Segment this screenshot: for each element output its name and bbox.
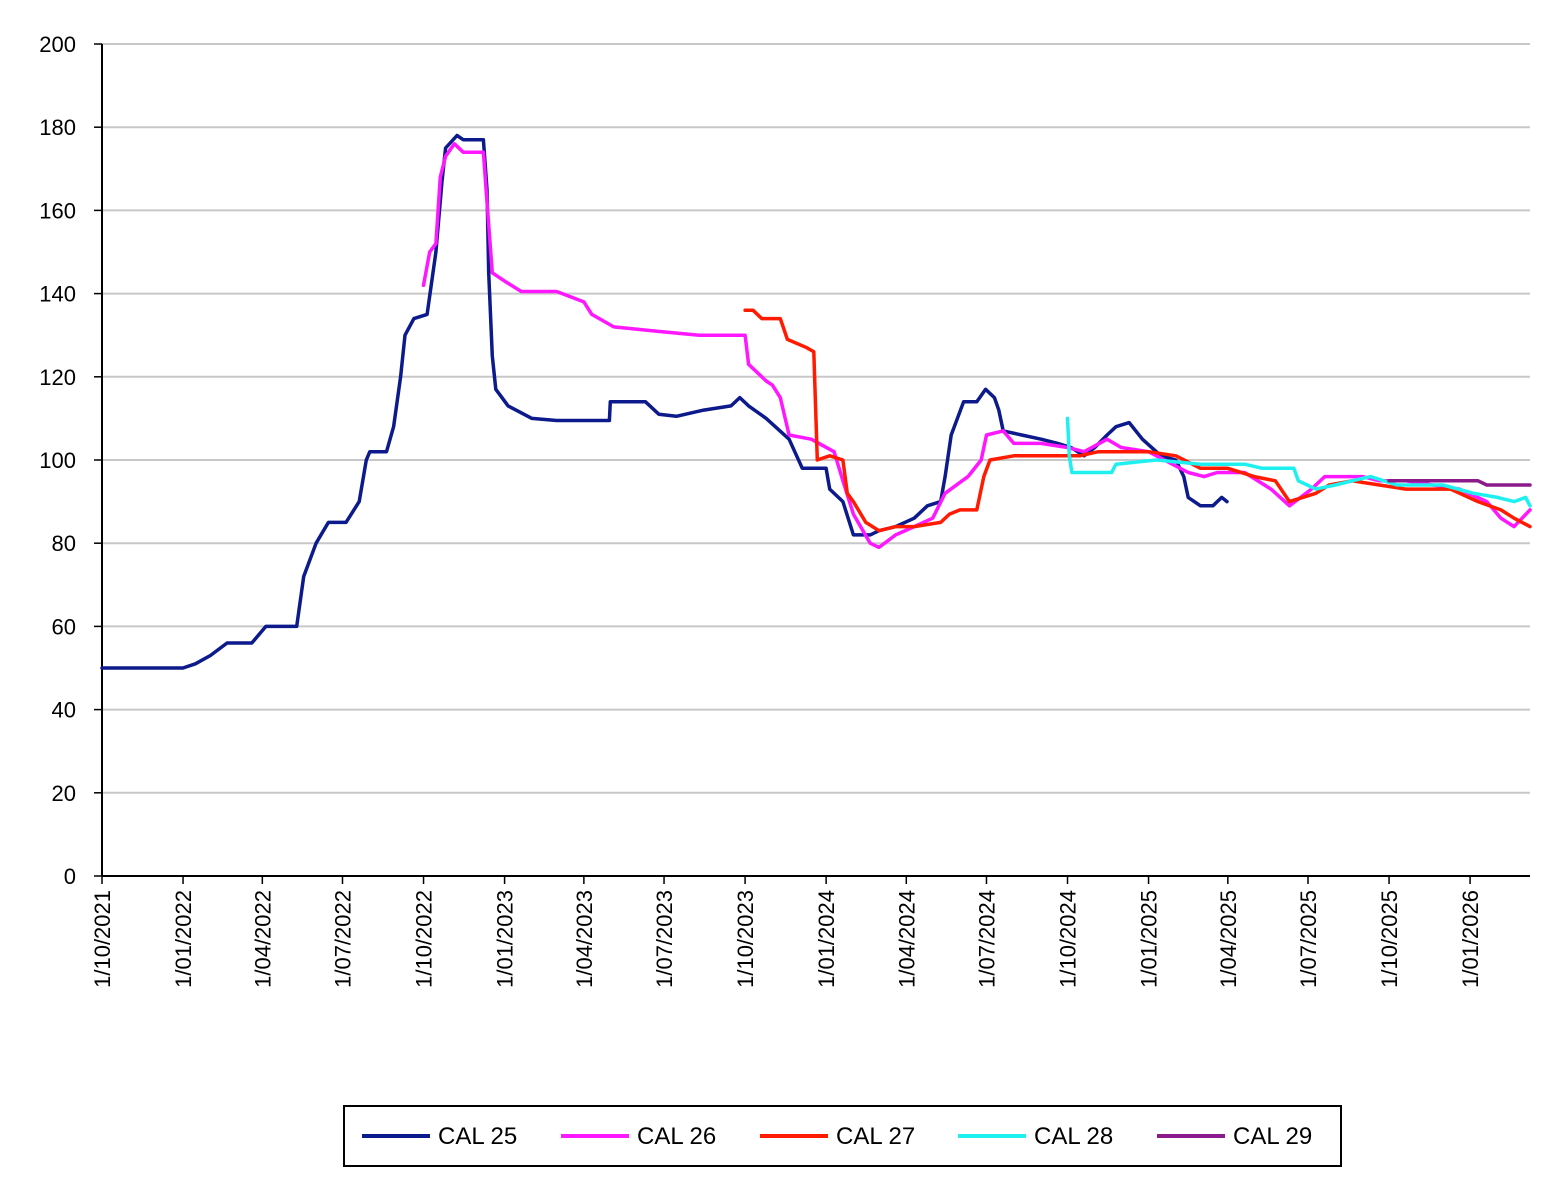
x-tick-label: 1/04/2025	[1216, 890, 1241, 988]
x-tick-label: 1/04/2023	[572, 890, 597, 988]
x-tick-label: 1/10/2024	[1056, 890, 1081, 988]
x-tick-label: 1/10/2025	[1377, 890, 1402, 988]
y-tick-label: 0	[64, 864, 76, 889]
y-tick-label: 80	[52, 531, 76, 556]
y-tick-label: 100	[39, 448, 76, 473]
x-tick-label: 1/07/2022	[330, 890, 355, 988]
legend-label: CAL 26	[637, 1123, 716, 1150]
x-tick-label: 1/07/2024	[974, 890, 999, 988]
legend-label: CAL 29	[1233, 1123, 1312, 1150]
series-line-cal-28	[1065, 416, 1532, 508]
legend-label: CAL 27	[836, 1123, 915, 1150]
x-tick-label: 1/10/2023	[733, 890, 758, 988]
x-tick-label: 1/10/2021	[90, 890, 115, 988]
series-line-cal-27	[743, 308, 1532, 533]
y-tick-label: 20	[52, 781, 76, 806]
x-tick-label: 1/01/2025	[1137, 890, 1162, 988]
y-tick-labels: 0 20 40 60 80 100 120 140 160 180 200	[39, 32, 76, 889]
y-tick-label: 140	[39, 282, 76, 307]
x-tick-label: 1/04/2022	[250, 890, 275, 988]
x-tick-label: 1/01/2023	[493, 890, 518, 988]
legend-label: CAL 25	[438, 1123, 517, 1150]
x-tick-label: 1/01/2022	[171, 890, 196, 988]
y-tick-label: 200	[39, 32, 76, 57]
axes	[94, 43, 1530, 884]
x-tick-label: 1/01/2026	[1458, 890, 1483, 988]
series-line-cal-29	[1387, 479, 1532, 487]
x-tick-label: 1/04/2024	[894, 890, 919, 988]
x-tick-label: 1/01/2024	[814, 890, 839, 988]
series-lines	[100, 133, 1532, 670]
series-line-cal-26	[421, 142, 1532, 550]
y-tick-label: 60	[52, 614, 76, 639]
y-tick-label: 180	[39, 115, 76, 140]
x-tick-label: 1/07/2023	[652, 890, 677, 988]
y-tick-label: 120	[39, 365, 76, 390]
y-tick-label: 160	[39, 198, 76, 223]
legend: CAL 25 CAL 26 CAL 27 CAL 28 CAL 29	[343, 1105, 1342, 1167]
legend-label: CAL 28	[1034, 1123, 1113, 1150]
x-tick-labels: 1/10/2021 1/01/2022 1/04/2022 1/07/2022 1/10…	[90, 890, 1483, 988]
y-tick-label: 40	[52, 698, 76, 723]
x-tick-label: 1/07/2025	[1296, 890, 1321, 988]
x-tick-label: 1/10/2022	[412, 890, 437, 988]
